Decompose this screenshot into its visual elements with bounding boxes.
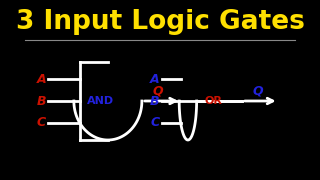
Text: Q: Q [152, 84, 163, 98]
Text: Q: Q [252, 84, 263, 98]
Text: C: C [37, 116, 46, 129]
Text: B: B [150, 94, 159, 107]
Text: C: C [150, 116, 159, 129]
Text: OR: OR [205, 96, 223, 106]
Text: 3 Input Logic Gates: 3 Input Logic Gates [16, 9, 304, 35]
Text: B: B [36, 94, 46, 107]
Text: AND: AND [87, 96, 114, 106]
Text: A: A [36, 73, 46, 86]
Text: A: A [150, 73, 160, 86]
